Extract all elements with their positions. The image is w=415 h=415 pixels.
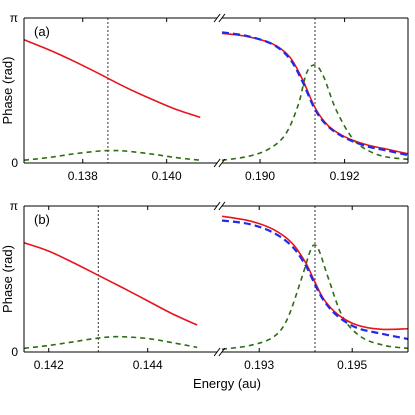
axis-break-mark — [213, 201, 221, 211]
right-xtick-label: 0.195 — [337, 358, 367, 372]
right-series-blue — [222, 31, 408, 157]
right-xtick-label: 0.192 — [330, 169, 360, 183]
panel-b: 0.142 0.144 0.193 0.195 π 0 Phase (rad) (b) — [0, 199, 409, 372]
ytick-label: π — [10, 199, 18, 213]
axis-break-mark — [218, 347, 226, 357]
right-xtick-label: 0.193 — [244, 358, 274, 372]
right-xtick-label: 0.190 — [245, 169, 275, 183]
right-series-green — [222, 64, 408, 162]
left-xtick-label: 0.144 — [133, 358, 163, 372]
left-series-red — [24, 39, 201, 119]
left-xtick-label: 0.142 — [34, 358, 64, 372]
axis-break-mark — [218, 158, 226, 168]
right-segment — [222, 206, 408, 352]
left-series-green — [24, 149, 201, 162]
right-series-red — [222, 215, 408, 331]
y-axis-label: Phase (rad) — [0, 57, 15, 125]
left-xtick-label: 0.138 — [68, 169, 98, 183]
ytick-label: 0 — [11, 345, 18, 359]
right-series-blue — [222, 219, 408, 341]
left-xtick-label: 0.140 — [152, 169, 182, 183]
left-series-green — [24, 335, 198, 350]
right-segment — [222, 18, 408, 163]
right-series-green — [222, 244, 408, 351]
left-series-red — [24, 242, 198, 326]
axis-break-mark — [213, 13, 221, 23]
panel-label: (b) — [34, 212, 50, 227]
y-axis-label: Phase (rad) — [0, 245, 15, 313]
ytick-label: π — [10, 11, 18, 25]
panel-label: (a) — [34, 24, 50, 39]
axis-break-mark — [213, 347, 221, 357]
axis-break-mark — [218, 201, 226, 211]
axis-break-mark — [218, 13, 226, 23]
left-segment — [24, 206, 198, 352]
axis-break-mark — [213, 158, 221, 168]
panel-a: 0.138 0.140 0.190 0.192 π 0 Phase (rad) (a) — [0, 11, 409, 183]
ytick-label: 0 — [11, 156, 18, 170]
x-axis-label: Energy (au) — [193, 376, 261, 391]
left-segment — [24, 18, 201, 163]
